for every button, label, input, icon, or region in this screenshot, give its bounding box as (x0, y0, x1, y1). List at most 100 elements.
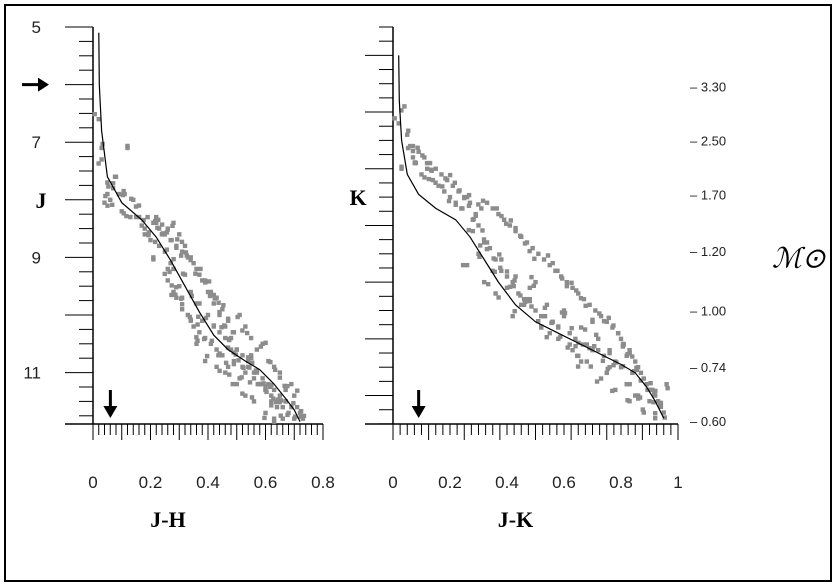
data-point (211, 292, 217, 298)
data-point (282, 383, 287, 389)
data-point (518, 293, 523, 298)
data-point (630, 354, 635, 359)
data-point (295, 388, 300, 393)
data-point (179, 249, 185, 254)
data-point (545, 253, 551, 258)
data-point (267, 384, 273, 390)
data-point (446, 198, 452, 204)
data-point (151, 257, 156, 262)
data-point (241, 365, 246, 371)
data-point (121, 211, 126, 216)
data-point (542, 305, 548, 311)
data-point (481, 237, 487, 242)
data-point (240, 353, 245, 358)
data-point (133, 204, 139, 209)
mass-tick-label: – 3.30 (690, 80, 726, 95)
data-point (453, 202, 458, 207)
data-point (436, 183, 441, 188)
data-point (188, 317, 193, 322)
data-point (564, 279, 570, 285)
data-point (539, 313, 544, 319)
data-point (405, 132, 410, 137)
data-point (142, 226, 147, 231)
data-point (148, 237, 153, 243)
data-point (156, 243, 162, 249)
data-point (615, 330, 621, 336)
data-point (244, 330, 250, 336)
figure-frame (4, 4, 832, 582)
data-point (573, 343, 578, 349)
data-point (226, 336, 232, 342)
data-point (223, 360, 229, 366)
data-point (618, 336, 624, 342)
mass-tick-label: – 2.50 (690, 133, 726, 148)
data-point (188, 289, 193, 295)
data-point (271, 387, 277, 393)
data-point (169, 283, 174, 288)
data-point (251, 399, 257, 404)
data-point (570, 347, 575, 353)
data-point (471, 216, 476, 222)
data-point (248, 353, 254, 358)
data-point (504, 269, 510, 274)
data-point (145, 214, 150, 220)
data-point (507, 284, 513, 290)
data-point (620, 344, 626, 349)
data-point (541, 257, 547, 262)
data-point (254, 347, 260, 352)
data-point (527, 298, 532, 304)
mass-tick-label: – 1.00 (690, 304, 726, 319)
data-point (650, 387, 655, 393)
data-point (260, 376, 265, 381)
data-point (183, 250, 189, 255)
data-point (251, 376, 257, 381)
data-point (575, 353, 580, 359)
data-point (420, 153, 425, 158)
data-point (96, 161, 101, 166)
data-point (439, 172, 444, 177)
data-point (558, 334, 563, 340)
data-point (512, 278, 517, 283)
data-point (559, 310, 565, 315)
data-point (217, 330, 222, 335)
x-tick-label: 0.2 (438, 473, 462, 492)
data-point (289, 381, 294, 387)
data-point (613, 387, 618, 393)
data-point (452, 180, 458, 185)
data-point (245, 355, 251, 360)
data-point (141, 217, 146, 223)
data-point (573, 336, 578, 342)
data-point (593, 308, 598, 313)
data-point (208, 289, 214, 295)
data-point (530, 245, 535, 251)
data-point (298, 414, 304, 419)
data-point (188, 257, 193, 263)
data-point (194, 266, 199, 272)
data-point (565, 345, 570, 350)
data-point (598, 376, 604, 381)
data-point (429, 168, 434, 173)
data-point (652, 391, 657, 396)
data-point (174, 285, 179, 290)
data-point (128, 214, 133, 220)
data-point (601, 318, 607, 324)
data-point (492, 269, 497, 275)
data-point (168, 260, 173, 266)
left-panel: 0 0.2 0.4 0.6 0.8 5 7 9 11 J-H J (22, 18, 335, 532)
data-point (466, 203, 472, 208)
data-point (136, 203, 142, 208)
data-point (220, 307, 225, 312)
arrow-head (38, 77, 49, 92)
data-point (522, 241, 528, 246)
data-point (665, 386, 670, 391)
data-point (165, 227, 170, 232)
data-point (594, 379, 600, 384)
data-point (518, 233, 523, 238)
data-point (504, 285, 510, 291)
data-point (243, 324, 248, 329)
data-point (556, 324, 561, 329)
data-point (433, 180, 438, 185)
data-point (480, 228, 485, 233)
data-point (402, 104, 407, 109)
